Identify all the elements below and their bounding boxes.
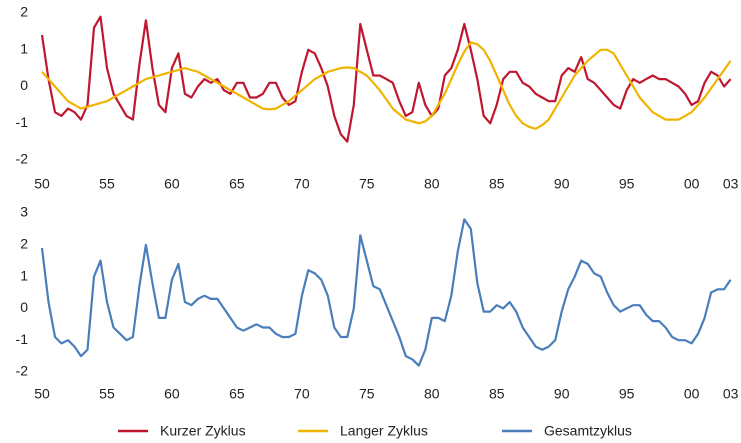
legend-label: Kurzer Zyklus xyxy=(160,423,246,439)
y-tick-label: 0 xyxy=(20,77,28,93)
x-tick-label: 90 xyxy=(554,176,570,192)
y-tick-label: 0 xyxy=(20,299,28,315)
x-tick-label: 03 xyxy=(723,176,739,192)
x-tick-label: 70 xyxy=(294,176,310,192)
legend-label: Gesamtzyklus xyxy=(544,423,632,439)
y-tick-label: -2 xyxy=(16,151,29,167)
line-series xyxy=(40,15,732,143)
y-tick-label: -1 xyxy=(16,114,29,130)
y-tick-label: -1 xyxy=(16,331,29,347)
x-tick-label: 80 xyxy=(424,176,440,192)
x-tick-label: 55 xyxy=(99,386,115,402)
x-tick-label: 85 xyxy=(489,176,505,192)
x-tick-label: 75 xyxy=(359,176,375,192)
x-tick-label: 95 xyxy=(619,176,635,192)
x-tick-label: 60 xyxy=(164,176,180,192)
y-tick-label: 1 xyxy=(20,267,28,283)
x-tick-label: 03 xyxy=(723,386,739,402)
line-series xyxy=(41,41,732,130)
line-series xyxy=(40,218,732,367)
x-tick-label: 70 xyxy=(294,386,310,402)
legend-label: Langer Zyklus xyxy=(340,423,428,439)
y-tick-label: -2 xyxy=(16,363,29,379)
x-tick-label: 75 xyxy=(359,386,375,402)
x-tick-label: 50 xyxy=(34,176,50,192)
x-tick-label: 95 xyxy=(619,386,635,402)
x-tick-label: 90 xyxy=(554,386,570,402)
x-tick-label: 65 xyxy=(229,176,245,192)
y-tick-label: 2 xyxy=(20,4,28,20)
x-tick-label: 00 xyxy=(684,386,700,402)
y-tick-label: 3 xyxy=(20,204,28,220)
x-tick-label: 60 xyxy=(164,386,180,402)
x-tick-label: 50 xyxy=(34,386,50,402)
x-tick-label: 85 xyxy=(489,386,505,402)
x-tick-label: 00 xyxy=(684,176,700,192)
x-tick-label: 55 xyxy=(99,176,115,192)
x-tick-label: 80 xyxy=(424,386,440,402)
y-tick-label: 2 xyxy=(20,236,28,252)
x-tick-label: 65 xyxy=(229,386,245,402)
y-tick-label: 1 xyxy=(20,40,28,56)
